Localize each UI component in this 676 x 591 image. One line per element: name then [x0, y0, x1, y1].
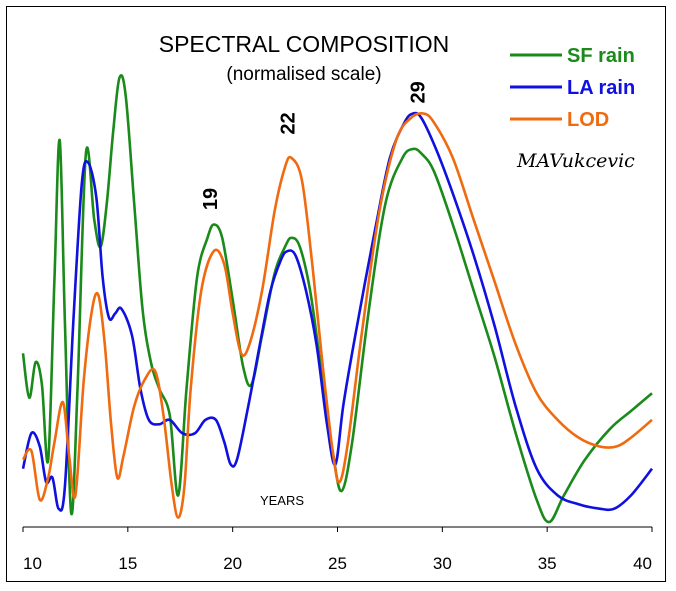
legend-label: LA rain: [567, 77, 635, 99]
x-tick-label: 35: [538, 554, 557, 573]
author-signature: MAVukcevic: [516, 150, 635, 172]
x-tick-label: 20: [223, 554, 242, 573]
x-tick-label: 40: [633, 554, 652, 573]
chart-subtitle: (normalised scale): [226, 64, 381, 85]
chart-title: SPECTRAL COMPOSITION: [159, 31, 450, 57]
series-lines: [21, 74, 654, 524]
x-tick-label: 25: [328, 554, 347, 573]
series-line-lod: [21, 111, 653, 519]
peak-label: 19: [200, 188, 222, 210]
peak-label: 22: [278, 112, 300, 134]
legend-label: SF rain: [567, 45, 635, 67]
legend: SF rain LA rain LOD: [510, 45, 635, 131]
x-tick-label: 15: [118, 554, 137, 573]
chart-frame: [6, 6, 666, 582]
legend-label: LOD: [567, 109, 609, 131]
peak-annotations: 19 22 29: [200, 81, 430, 210]
series-line-la-rain: [21, 111, 654, 512]
x-ticks: 10 15 20 25 30 35 40: [22, 527, 653, 573]
series-line-sf-rain: [21, 74, 653, 524]
peak-label: 29: [408, 81, 430, 103]
x-axis-label: YEARS: [260, 493, 304, 508]
x-tick-label: 10: [23, 554, 42, 573]
x-tick-label: 30: [433, 554, 452, 573]
